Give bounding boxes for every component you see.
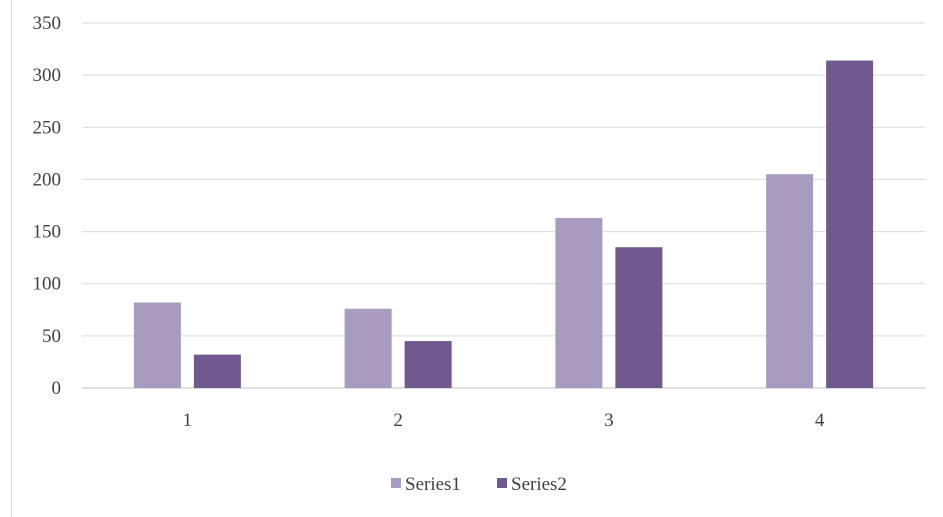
bar-series2-3 xyxy=(615,247,663,388)
legend-label-series2: Series2 xyxy=(511,474,567,495)
bar-series2-2 xyxy=(404,341,452,388)
x-tick-label: 4 xyxy=(815,410,825,431)
bars xyxy=(133,60,874,389)
x-axis: 1 2 3 4 xyxy=(183,410,825,431)
bar-series1-3 xyxy=(555,218,603,388)
y-tick-label: 50 xyxy=(42,326,61,347)
bar-series1-4 xyxy=(766,174,814,388)
y-tick-label: 0 xyxy=(52,378,62,399)
y-tick-label: 100 xyxy=(33,274,62,295)
bar-series1-2 xyxy=(344,308,392,388)
bar-series2-1 xyxy=(193,354,241,388)
legend-swatch-series1 xyxy=(391,478,401,488)
y-tick-label: 300 xyxy=(33,65,62,86)
legend: Series1 Series2 xyxy=(391,474,567,495)
y-tick-label: 150 xyxy=(33,222,62,243)
x-tick-label: 3 xyxy=(604,410,614,431)
bar-series2-4 xyxy=(826,60,874,389)
y-tick-label: 350 xyxy=(33,13,62,34)
legend-swatch-series2 xyxy=(497,478,507,488)
legend-label-series1: Series1 xyxy=(405,474,461,495)
x-tick-label: 1 xyxy=(183,410,193,431)
bar-series1-1 xyxy=(133,302,181,388)
y-axis: 0 50 100 150 200 250 300 350 xyxy=(33,13,62,399)
y-tick-label: 200 xyxy=(33,169,62,190)
y-tick-label: 250 xyxy=(33,117,62,138)
x-tick-label: 2 xyxy=(393,410,403,431)
